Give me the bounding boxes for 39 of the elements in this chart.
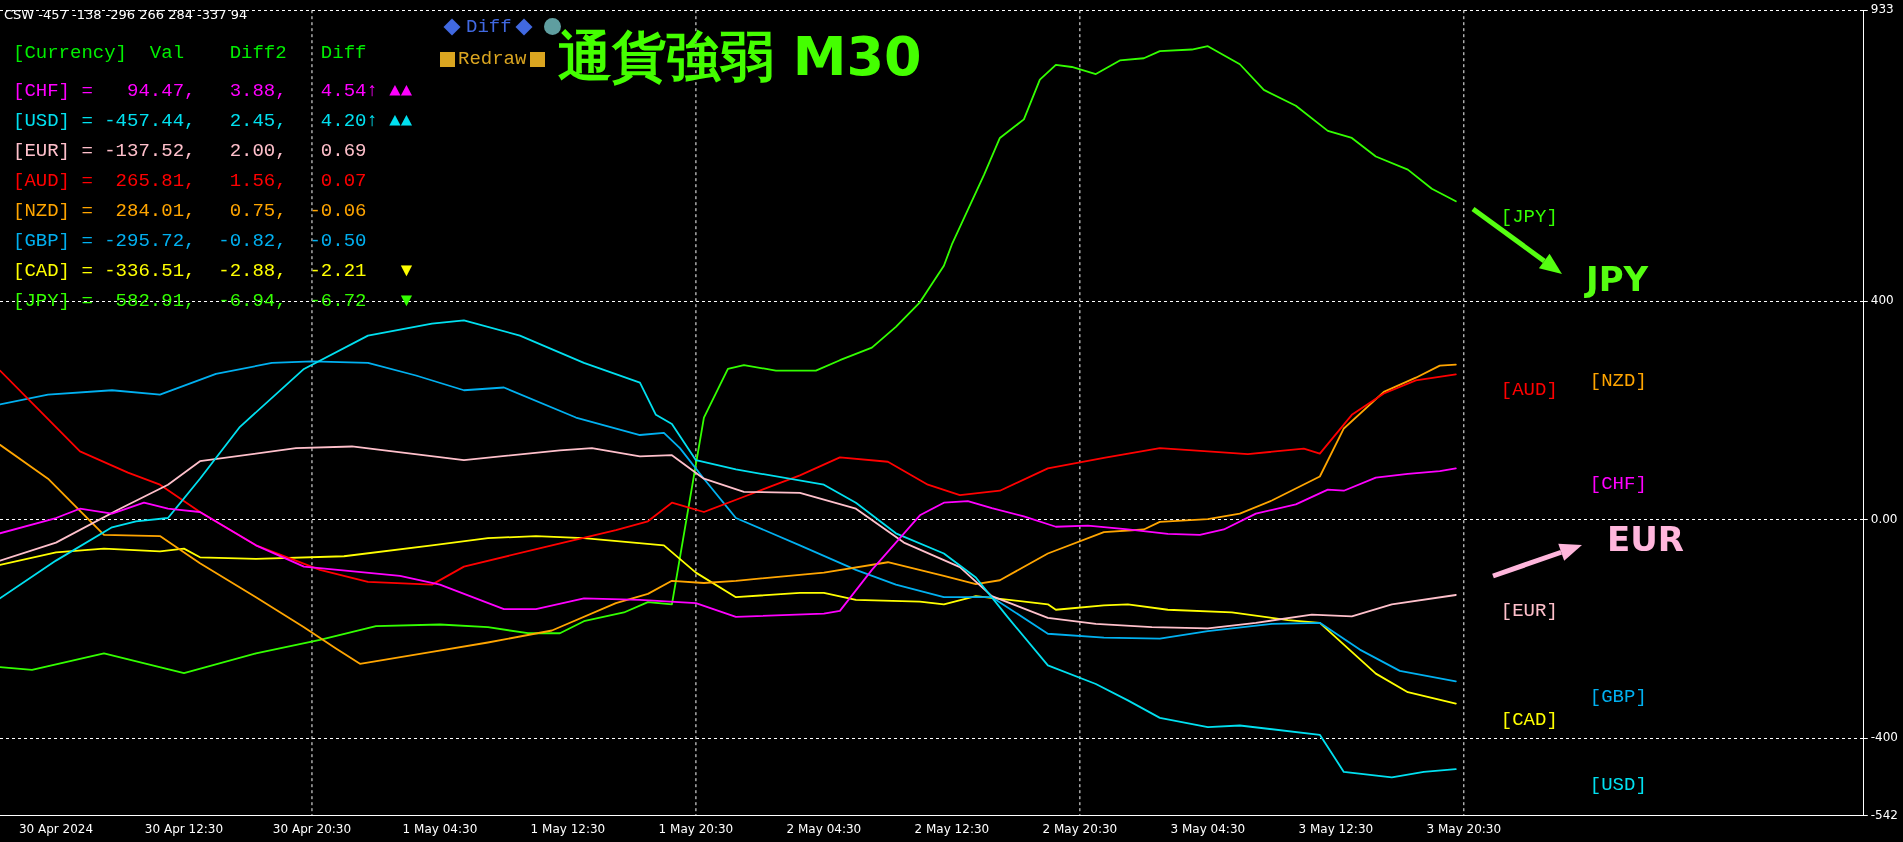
- text: [CHF]: [1589, 473, 1647, 496]
- y-tick-label: 0.00: [1870, 511, 1898, 526]
- x-tick-label: 1 May 20:30: [658, 821, 734, 836]
- y-tick-label: -542: [1870, 807, 1898, 822]
- y-tick-label: 400: [1870, 293, 1894, 308]
- text: [USD]: [1589, 774, 1647, 797]
- chart-title: 通貨強弱 M30: [558, 25, 922, 88]
- text: [JPY]: [1500, 206, 1558, 229]
- x-tick-label: 30 Apr 2024: [18, 821, 94, 836]
- annotation: [AUD] = 265.81, 1.56, 0.07: [13, 170, 367, 192]
- annotation: Redraw: [458, 48, 527, 70]
- x-tick-label: 3 May 20:30: [1426, 821, 1502, 836]
- x-tick-label: 1 May 12:30: [530, 821, 606, 836]
- text: [AUD]: [1500, 379, 1558, 402]
- x-tick-label: 2 May 12:30: [914, 821, 990, 836]
- y-tick-label: -400: [1870, 730, 1898, 745]
- annotation: [JPY] = 582.91, -6.94, -6.72 ▼: [13, 290, 413, 312]
- text: [CAD]: [1500, 708, 1558, 731]
- x-tick-label: 30 Apr 12:30: [144, 821, 224, 836]
- annotation: [NZD] = 284.01, 0.75, -0.06: [13, 200, 367, 222]
- x-tick-label: 3 May 12:30: [1298, 821, 1374, 836]
- annotation: [Currency] Val Diff2 Diff: [13, 42, 367, 64]
- x-tick-label: 30 Apr 20:30: [272, 821, 352, 836]
- annotation: Diff: [466, 16, 512, 38]
- text: [NZD]: [1589, 369, 1647, 392]
- x-tick-label: 2 May 20:30: [1042, 821, 1118, 836]
- annotation: [CHF] = 94.47, 3.88, 4.54↑ ▲▲: [13, 80, 413, 102]
- annotation: [USD] = -457.44, 2.45, 4.20↑ ▲▲: [13, 110, 413, 132]
- text: [GBP]: [1589, 686, 1647, 709]
- annotation: [CAD] = -336.51, -2.88, -2.21 ▼: [13, 260, 413, 282]
- annotation: EUR: [1607, 519, 1685, 559]
- text: [EUR]: [1500, 600, 1558, 623]
- annotation: [GBP] = -295.72, -0.82, -0.50: [13, 230, 367, 252]
- x-tick-label: 1 May 04:30: [402, 821, 478, 836]
- x-tick-label: 2 May 04:30: [786, 821, 862, 836]
- y-tick-label: 933: [1870, 2, 1894, 17]
- annotation: [EUR] = -137.52, 2.00, 0.69: [13, 140, 367, 162]
- annotation: JPY: [1586, 259, 1649, 299]
- x-tick-label: 3 May 04:30: [1170, 821, 1246, 836]
